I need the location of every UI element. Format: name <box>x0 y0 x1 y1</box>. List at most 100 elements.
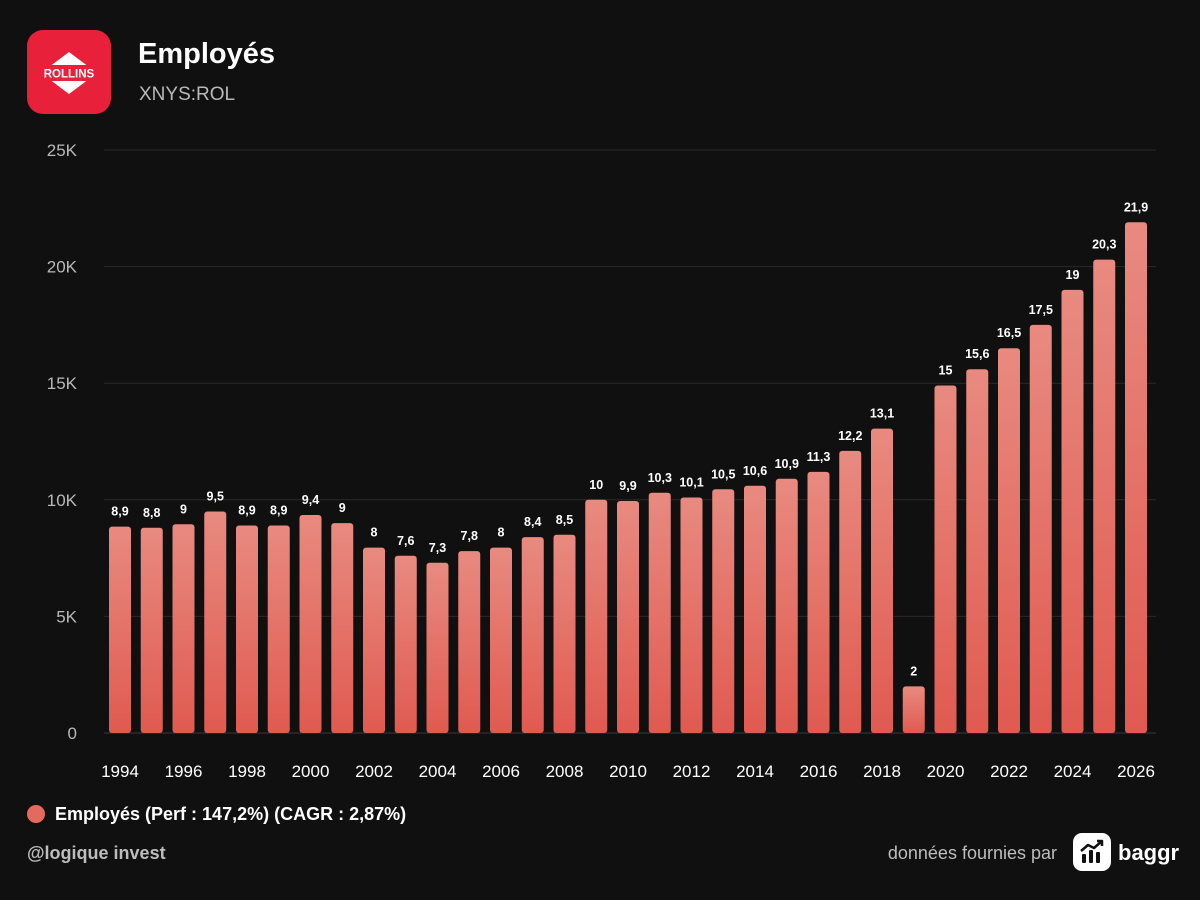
bar-2021 <box>966 369 989 733</box>
rollins-diamond-logo: ROLLINS <box>35 52 103 94</box>
bar-2002 <box>363 547 385 733</box>
bar-2008 <box>553 534 576 733</box>
bar-2004 <box>426 562 449 733</box>
author-handle: @logique invest <box>27 843 166 863</box>
x-tick-label: 2010 <box>609 762 647 781</box>
bar-value-label: 8,9 <box>111 505 128 519</box>
x-tick-label: 2008 <box>546 762 584 781</box>
legend: Employés (Perf : 147,2%) (CAGR : 2,87%) <box>27 803 406 825</box>
bar-value-label: 8 <box>498 526 505 540</box>
bar-value-label: 9,4 <box>302 493 319 507</box>
company-logo: ROLLINS <box>27 30 111 114</box>
page-title: Employés <box>138 38 275 70</box>
bar-value-label: 16,5 <box>997 326 1021 340</box>
legend-label: Employés (Perf : 147,2%) (CAGR : 2,87%) <box>55 803 407 824</box>
baggr-chart-icon <box>1073 833 1111 871</box>
bar-1994 <box>109 526 131 733</box>
x-tick-label: 2020 <box>927 762 965 781</box>
bar-2014 <box>744 485 766 733</box>
y-axis-labels: 0 5K 10K 15K 20K 25K <box>47 141 78 743</box>
bar-2026 <box>1125 222 1147 734</box>
x-tick-label: 2022 <box>990 762 1028 781</box>
bar-1999 <box>267 525 290 733</box>
legend-swatch <box>27 805 45 823</box>
bar-value-label: 10,3 <box>648 471 672 485</box>
bar-value-label: 15 <box>939 364 953 378</box>
bar-value-label: 12,2 <box>838 429 862 443</box>
bar-value-labels: 8,9 8,8 9 9,5 8,9 8,9 9,4 9 8 7,6 7,3 7,8 8 8,4 8,5 10 9… <box>111 200 1148 678</box>
x-tick-label: 2000 <box>292 762 330 781</box>
bar-value-label: 13,1 <box>870 407 894 421</box>
bar-value-label: 10,5 <box>711 467 735 481</box>
x-tick-label: 2026 <box>1117 762 1155 781</box>
bar-value-label: 19 <box>1066 268 1080 282</box>
bar-1997 <box>204 511 227 733</box>
bar-value-label: 9,5 <box>207 489 224 503</box>
bar-2016 <box>807 471 830 733</box>
bar-value-label: 9,9 <box>619 479 636 493</box>
bar-value-label: 7,3 <box>429 541 446 555</box>
bar-2007 <box>521 537 544 733</box>
x-tick-label: 2018 <box>863 762 901 781</box>
bar-value-label: 8,8 <box>143 506 160 520</box>
y-tick-label: 5K <box>56 607 77 626</box>
x-tick-label: 2012 <box>673 762 711 781</box>
bar-value-label: 7,6 <box>397 534 414 548</box>
bar-value-label: 10 <box>589 478 603 492</box>
x-tick-label: 1998 <box>228 762 266 781</box>
x-tick-label: 1996 <box>165 762 203 781</box>
bar-2001 <box>331 523 354 733</box>
ticker-label: XNYS:ROL <box>139 84 236 105</box>
logo-text: ROLLINS <box>44 69 95 81</box>
x-tick-label: 2016 <box>800 762 838 781</box>
bar-1998 <box>236 525 258 733</box>
y-tick-label: 0 <box>68 724 77 743</box>
x-tick-label: 2002 <box>355 762 393 781</box>
bar-2000 <box>299 514 322 733</box>
bar-value-label: 8,5 <box>556 513 573 527</box>
y-tick-label: 25K <box>47 141 78 160</box>
bar-2015 <box>775 478 798 733</box>
x-tick-label: 2014 <box>736 762 774 781</box>
bar-2017 <box>839 450 862 733</box>
bar-2012 <box>680 497 703 733</box>
x-tick-label: 2004 <box>419 762 457 781</box>
bar-2018 <box>871 428 893 733</box>
bar-value-label: 8 <box>371 526 378 540</box>
bar-2019 <box>902 686 925 733</box>
bar-2020 <box>934 385 957 733</box>
bar-2013 <box>712 489 735 733</box>
bar-value-label: 9 <box>180 502 187 516</box>
bar-value-label: 8,9 <box>238 503 255 517</box>
bar-value-label: 10,1 <box>679 475 703 489</box>
data-credit: données fournies par <box>887 843 1057 863</box>
bar-2025 <box>1093 259 1116 733</box>
bar-2003 <box>394 555 417 733</box>
bar-1996 <box>172 524 195 733</box>
brand-name: baggr <box>1118 840 1180 865</box>
bar-value-label: 10,9 <box>775 457 799 471</box>
bar-value-label: 8,9 <box>270 503 287 517</box>
y-tick-label: 15K <box>47 374 78 393</box>
bar-value-label: 21,9 <box>1124 200 1148 214</box>
bar-2009 <box>585 499 608 733</box>
bar-2006 <box>490 547 512 733</box>
bar-2023 <box>1029 324 1052 733</box>
x-tick-label: 2006 <box>482 762 520 781</box>
bar-value-label: 2 <box>910 664 917 678</box>
bar-2022 <box>998 348 1020 733</box>
bar-value-label: 17,5 <box>1029 303 1053 317</box>
bar-2010 <box>617 500 639 733</box>
y-tick-label: 20K <box>47 258 78 277</box>
bar-value-label: 7,8 <box>461 529 478 543</box>
bar-1995 <box>140 527 163 733</box>
x-axis-labels: 1994 1996 1998 2000 2002 2004 2006 2008 2010 2012… <box>101 762 1155 781</box>
bar-value-label: 11,3 <box>807 450 831 464</box>
bar-value-label: 20,3 <box>1092 238 1116 252</box>
bar-value-label: 9 <box>339 501 346 515</box>
y-tick-label: 10K <box>47 491 78 510</box>
bar-2005 <box>458 551 481 733</box>
bar-value-label: 15,6 <box>965 347 989 361</box>
bar-value-label: 8,4 <box>524 515 541 529</box>
